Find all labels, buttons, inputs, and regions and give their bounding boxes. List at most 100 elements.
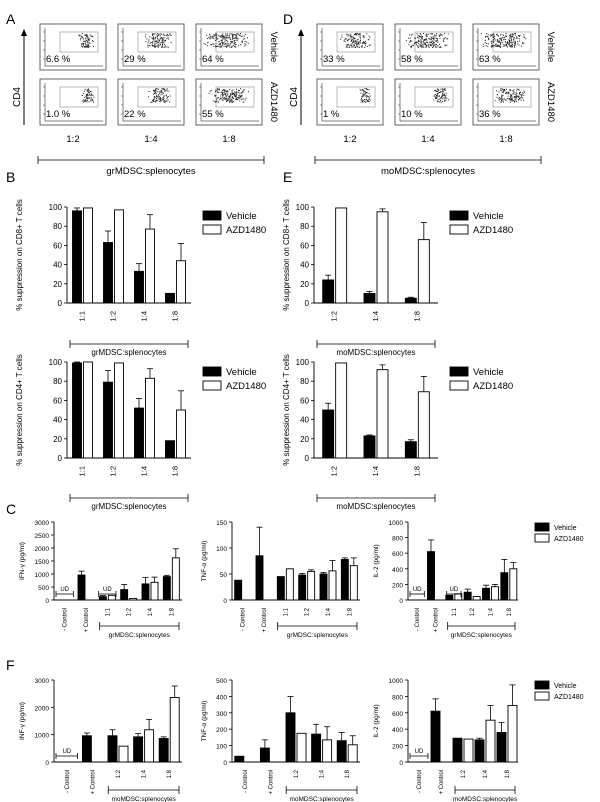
- flow-event-dot: [345, 46, 347, 48]
- flow-event-dot: [417, 47, 419, 48]
- flow-event-dot: [509, 35, 510, 37]
- y-axis-label: % suppression on CD8+ T cells: [15, 199, 24, 311]
- flow-event-dot: [87, 89, 89, 91]
- flow-event-dot: [368, 45, 370, 46]
- flow-event-dot: [368, 99, 370, 100]
- flow-event-dot: [237, 45, 239, 47]
- flow-event-dot: [367, 99, 369, 101]
- flow-event-dot: [235, 92, 237, 94]
- flow-event-dot: [363, 91, 365, 93]
- flow-event-dot: [244, 99, 246, 101]
- flow-event-dot: [363, 41, 365, 43]
- cd4-arrow-head: [298, 29, 304, 36]
- flow-event-dot: [366, 92, 368, 94]
- flow-event-dot: [434, 34, 435, 36]
- flow-event-dot: [357, 34, 359, 36]
- flow-event-dot: [437, 90, 439, 92]
- bar-vehicle: [72, 362, 82, 459]
- flow-event-dot: [232, 101, 234, 103]
- flow-event-dot: [348, 47, 350, 48]
- flow-event-dot: [430, 39, 432, 41]
- flow-event-dot: [411, 40, 413, 42]
- flow-event-dot: [349, 38, 351, 40]
- flow-event-dot: [358, 43, 359, 44]
- flow-event-dot: [224, 36, 225, 38]
- y-tick-label: 100: [216, 744, 227, 751]
- flow-event-dot: [218, 99, 220, 101]
- flow-event-dot: [523, 36, 525, 38]
- flow-event-dot: [512, 93, 514, 95]
- flow-event-dot: [225, 97, 227, 99]
- bar-azd1480: [171, 557, 180, 601]
- flow-event-dot: [419, 45, 421, 47]
- legend-label: Vehicle: [226, 367, 257, 378]
- flow-event-dot: [238, 95, 240, 97]
- x-tick-label: 1:4: [326, 607, 332, 616]
- flow-event-dot: [207, 42, 209, 44]
- flow-event-dot: [160, 97, 162, 99]
- flow-event-dot: [208, 37, 210, 39]
- flow-event-dot: [225, 98, 227, 100]
- flow-event-dot: [152, 38, 154, 40]
- flow-event-dot: [158, 88, 160, 90]
- flow-event-dot: [515, 41, 516, 43]
- flow-event-dot: [93, 46, 94, 48]
- flow-event-dot: [215, 37, 217, 39]
- y-tick-label: 0: [399, 598, 403, 605]
- flow-event-dot: [435, 41, 437, 43]
- flow-event-dot: [93, 96, 95, 98]
- flow-event-dot: [241, 40, 243, 42]
- flow-event-dot: [495, 44, 497, 46]
- flow-event-dot: [234, 37, 236, 39]
- flow-event-dot: [78, 34, 80, 36]
- flow-event-dot: [147, 42, 149, 44]
- flow-event-dot: [500, 46, 502, 48]
- flow-event-dot: [367, 89, 369, 91]
- flow-event-dot: [222, 90, 224, 92]
- flow-event-dot: [222, 99, 224, 101]
- flow-event-dot: [429, 41, 431, 43]
- flow-event-dot: [163, 42, 165, 44]
- flow-event-dot: [408, 44, 410, 46]
- flow-event-dot: [435, 97, 437, 99]
- flow-event-dot: [160, 90, 162, 91]
- flow-event-dot: [514, 100, 516, 102]
- flow-event-dot: [233, 43, 235, 45]
- flow-event-dot: [236, 97, 238, 98]
- flow-event-dot: [167, 34, 169, 36]
- x-tick-label: 1:2: [294, 769, 300, 778]
- flow-event-dot: [218, 88, 220, 90]
- flow-event-dot: [363, 99, 365, 100]
- flow-event-dot: [209, 34, 211, 35]
- flow-event-dot: [158, 94, 160, 96]
- flow-event-dot: [366, 96, 368, 98]
- x-tick-label: + Control: [439, 770, 445, 795]
- flow-plot-frame: [472, 23, 540, 71]
- flow-event-dot: [215, 35, 217, 37]
- bar-vehicle: [77, 574, 86, 601]
- flow-event-dot: [411, 45, 413, 47]
- flow-event-dot: [87, 47, 89, 48]
- flow-event-dot: [239, 97, 240, 99]
- y-axis-label: IL-2 (pg/ml): [373, 544, 380, 577]
- flow-event-dot: [423, 40, 425, 42]
- flow-event-dot: [148, 40, 150, 42]
- flow-event-dot: [438, 43, 440, 45]
- flow-event-dot: [156, 96, 157, 98]
- flow-event-dot: [436, 97, 438, 99]
- flow-event-dot: [161, 40, 163, 42]
- flow-gate: [492, 86, 532, 108]
- flow-event-dot: [234, 91, 236, 93]
- flow-event-dot: [514, 96, 516, 98]
- flow-event-dot: [513, 92, 515, 94]
- bar-vehicle: [430, 710, 441, 763]
- flow-percent-label: 55 %: [202, 109, 224, 120]
- bar-vehicle: [107, 735, 118, 763]
- flow-event-dot: [237, 38, 239, 40]
- flow-event-dot: [233, 92, 235, 94]
- flow-event-dot: [236, 36, 238, 38]
- flow-event-dot: [157, 45, 159, 47]
- flow-event-dot: [146, 38, 148, 40]
- x-tick-label: - Control: [415, 608, 421, 631]
- flow-event-dot: [218, 92, 220, 94]
